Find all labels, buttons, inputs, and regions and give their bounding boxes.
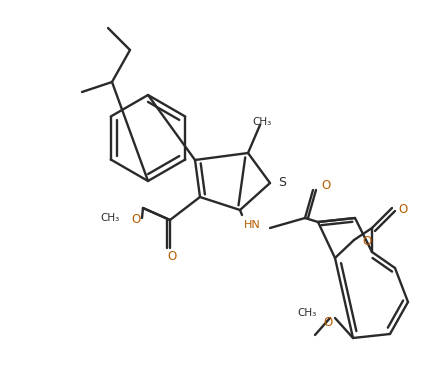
Text: CH₃: CH₃ bbox=[100, 213, 120, 223]
Text: O: O bbox=[320, 180, 329, 192]
Text: CH₃: CH₃ bbox=[297, 308, 316, 318]
Text: O: O bbox=[397, 204, 406, 216]
Text: CH₃: CH₃ bbox=[252, 117, 271, 127]
Text: O: O bbox=[323, 316, 332, 330]
Text: S: S bbox=[277, 177, 285, 189]
Text: HN: HN bbox=[244, 220, 260, 230]
Text: O: O bbox=[131, 213, 140, 226]
Text: O: O bbox=[361, 236, 371, 249]
Text: O: O bbox=[167, 249, 176, 262]
